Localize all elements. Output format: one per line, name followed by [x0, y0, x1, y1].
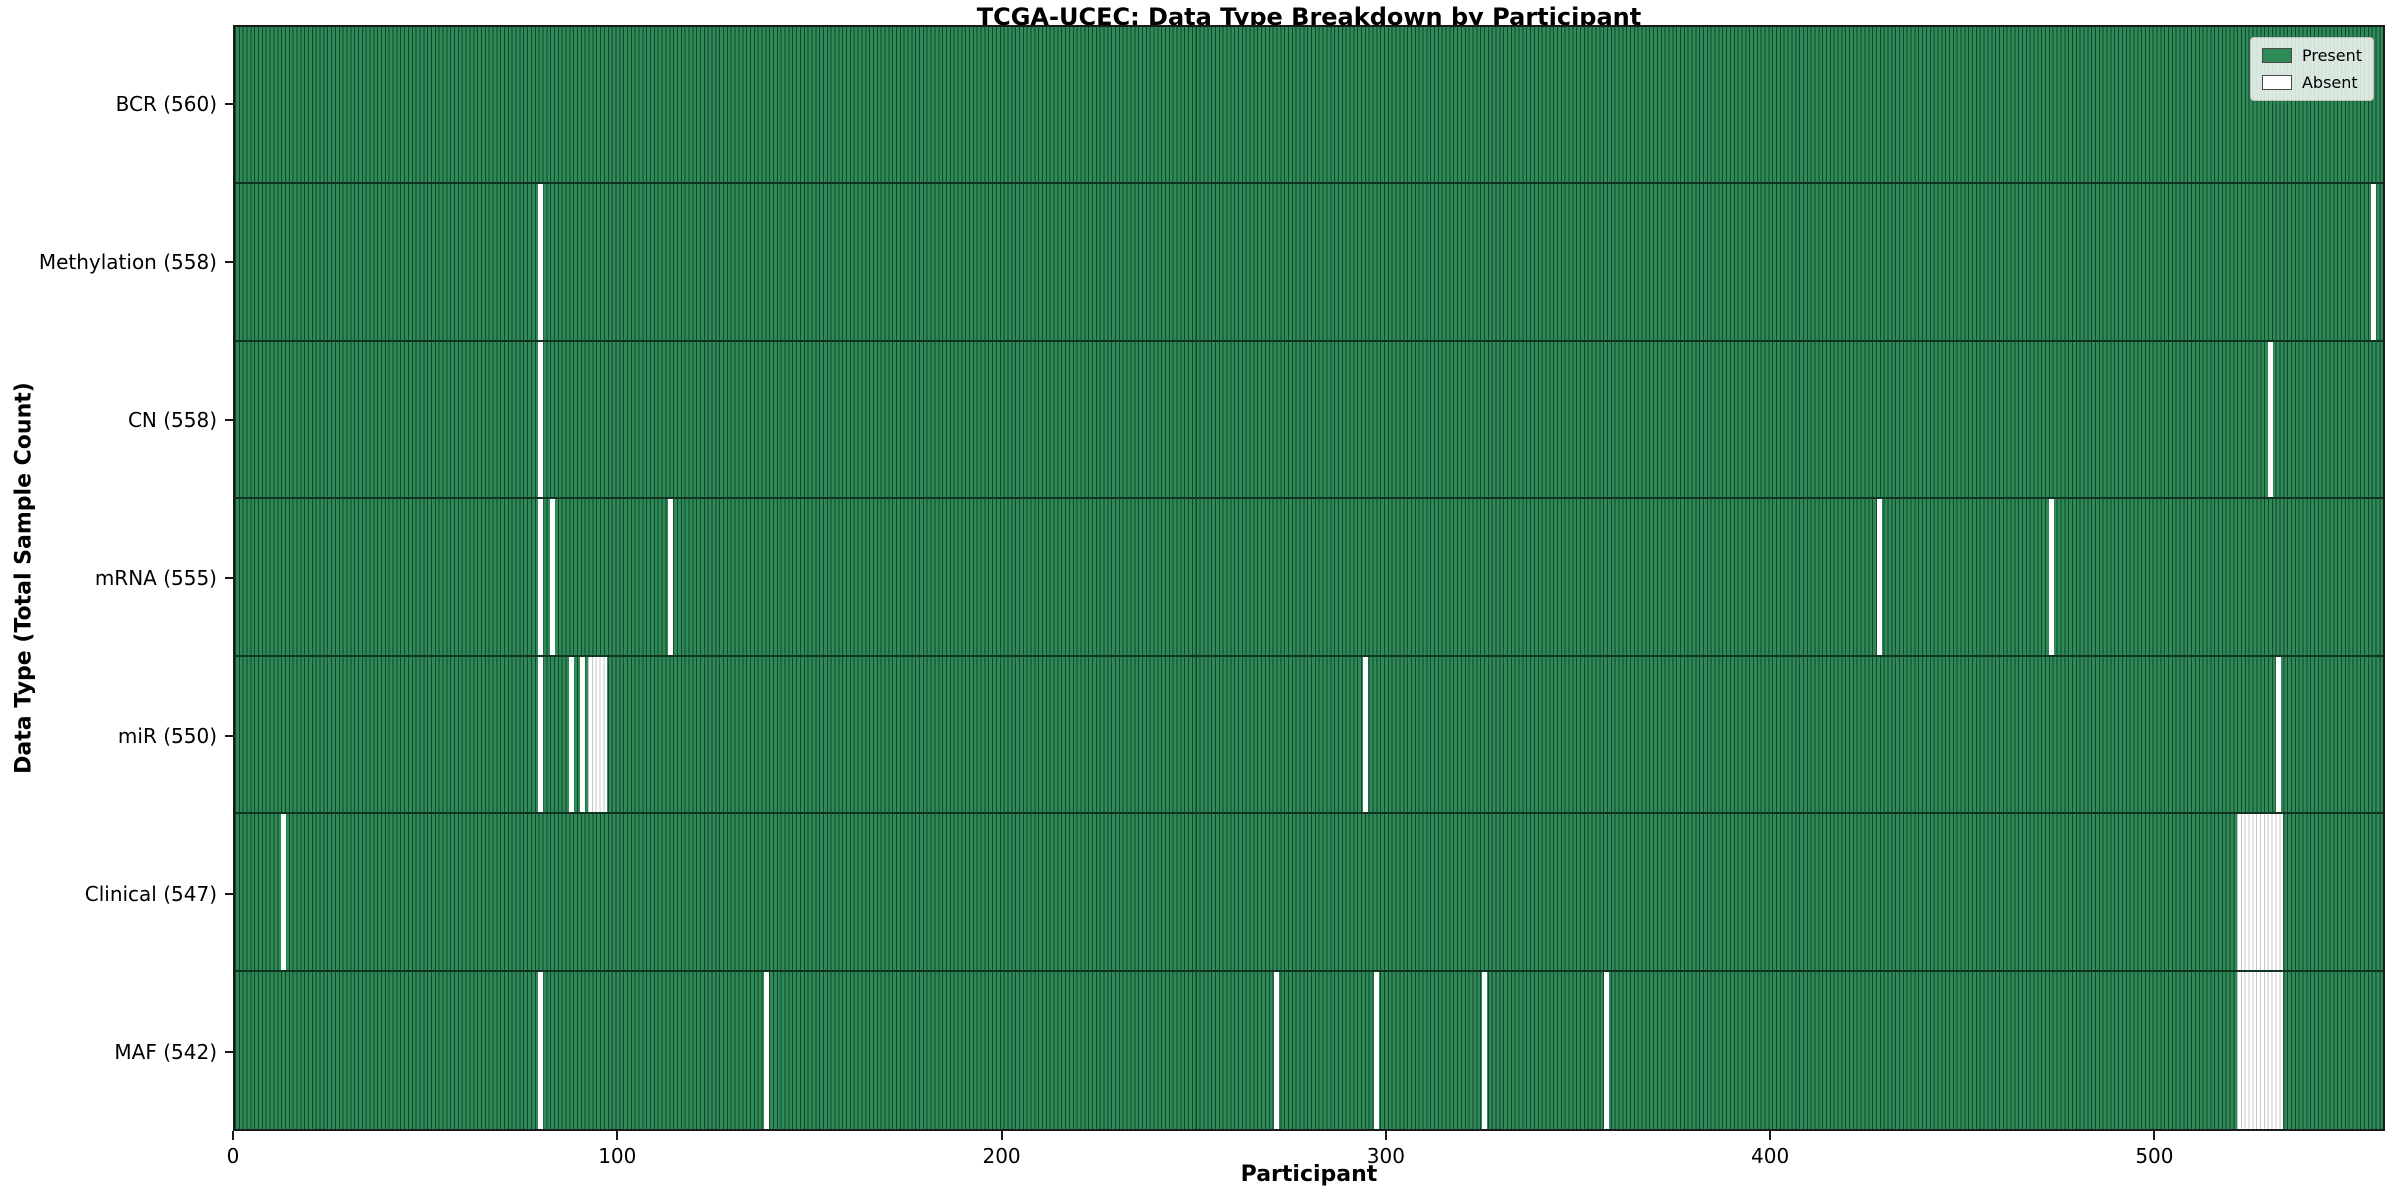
absent-run [2267, 341, 2273, 498]
y-tick-mark [225, 261, 233, 263]
absent-run [580, 656, 586, 813]
absent-run [1481, 971, 1487, 1129]
x-tick-label: 300 [1366, 1144, 1405, 1168]
row-MAF [235, 971, 2383, 1129]
absent-run [1374, 971, 1380, 1129]
y-tick-mark [225, 735, 233, 737]
present-swatch [2261, 48, 2292, 63]
legend: Present Absent [2249, 37, 2374, 101]
absent-run [538, 184, 543, 340]
absent-run [2371, 184, 2377, 340]
absent-run [2049, 499, 2055, 655]
row-CN [235, 341, 2383, 500]
y-tick-mark [225, 577, 233, 579]
legend-item-present: Present [2261, 46, 2362, 65]
absent-run [538, 971, 543, 1129]
x-tick-mark [1384, 1131, 1387, 1140]
absent-run [538, 341, 543, 498]
y-tick-label: Clinical (547) [84, 882, 217, 906]
absent-run [538, 656, 543, 813]
absent-run [764, 971, 770, 1129]
y-tick-label: CN (558) [127, 408, 217, 432]
absent-run [587, 656, 608, 813]
absent-run [2237, 971, 2284, 1129]
x-tick-mark [1000, 1131, 1003, 1140]
legend-label-present: Present [2301, 46, 2362, 65]
x-tick-label: 400 [1751, 1144, 1790, 1168]
x-tick-mark [232, 1131, 234, 1140]
absent-run [1876, 499, 1882, 655]
x-tick-mark [2153, 1131, 2156, 1140]
y-tick-mark [225, 1051, 233, 1053]
x-tick-mark [1769, 1131, 1772, 1140]
absent-run [2237, 814, 2284, 970]
row-Clinical [235, 814, 2383, 972]
x-tick-label: 200 [982, 1144, 1021, 1168]
y-tick-label: BCR (560) [115, 92, 217, 116]
y-tick-mark [225, 103, 233, 105]
absent-run [568, 656, 574, 813]
y-tick-label: MAF (542) [114, 1040, 217, 1064]
row-Methylation [235, 184, 2383, 342]
absent-run [668, 499, 674, 655]
absent-run [1274, 971, 1280, 1129]
x-axis-label: Participant [1240, 1162, 1378, 1187]
y-tick-label: mRNA (555) [94, 566, 217, 590]
row-miR [235, 656, 2383, 815]
plot-area: Present Absent [233, 25, 2385, 1131]
absent-run [281, 814, 286, 970]
y-tick-mark [225, 419, 233, 421]
y-tick-label: Methylation (558) [38, 250, 217, 274]
x-tick-label: 500 [2135, 1144, 2174, 1168]
y-axis: BCR (560) Methylation (558) CN (558) mRNA (… [0, 25, 233, 1131]
absent-swatch [2261, 75, 2292, 90]
absent-run [538, 499, 543, 655]
x-tick-label: 0 [226, 1144, 240, 1168]
row-mRNA [235, 499, 2383, 657]
absent-run [549, 499, 555, 655]
absent-run [1604, 971, 1610, 1129]
x-tick-mark [616, 1131, 619, 1140]
x-axis: 0 100 200 300 400 500 [227, 1131, 2385, 1181]
legend-item-absent: Absent [2261, 73, 2362, 92]
row-BCR [235, 27, 2383, 185]
absent-run [2275, 656, 2281, 813]
legend-label-absent: Absent [2301, 73, 2358, 92]
y-tick-mark [225, 893, 233, 895]
absent-run [1362, 656, 1368, 813]
x-tick-label: 100 [598, 1144, 637, 1168]
y-tick-label: miR (550) [117, 724, 217, 748]
